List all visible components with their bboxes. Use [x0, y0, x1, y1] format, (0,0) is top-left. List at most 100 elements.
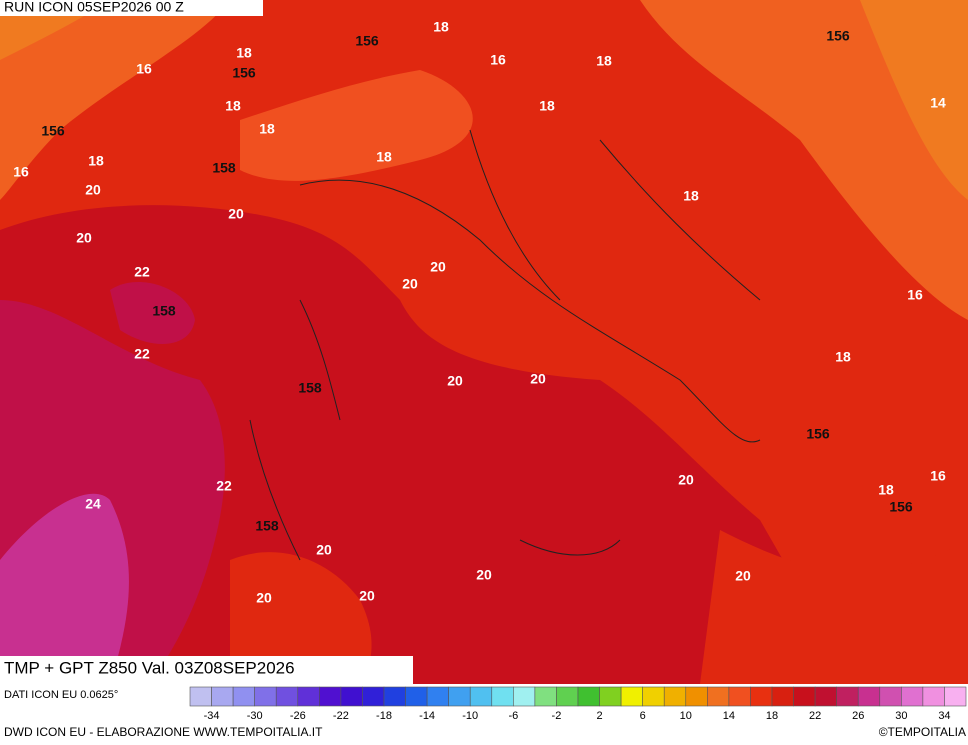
legend-tick-label: 14 — [723, 710, 735, 722]
legend-tick-label: 2 — [596, 710, 602, 722]
contour-label: 20 — [530, 371, 546, 387]
legend-tick-label: -14 — [419, 710, 435, 722]
legend-swatch — [707, 686, 730, 707]
region-17 — [240, 70, 473, 181]
legend-swatch — [556, 686, 579, 707]
contour-label: 18 — [433, 19, 449, 35]
region-18 — [700, 530, 968, 684]
legend-swatch — [362, 686, 385, 707]
legend-tick-label: 10 — [680, 710, 692, 722]
region-20 — [0, 205, 860, 684]
legend-swatch — [750, 686, 773, 707]
contour-label: 20 — [447, 373, 463, 389]
contour-label: 16 — [136, 61, 152, 77]
contour-label: 158 — [298, 380, 322, 396]
contour-label: 156 — [806, 426, 830, 442]
legend-swatch — [793, 686, 816, 707]
contour-label: 24 — [85, 496, 101, 512]
contour-label: 18 — [236, 45, 252, 61]
region-14 — [860, 0, 968, 200]
legend-swatch — [426, 686, 449, 707]
contour-label: 158 — [212, 160, 236, 176]
contour-label: 18 — [835, 349, 851, 365]
legend-swatch — [340, 686, 363, 707]
contour-label: 20 — [430, 259, 446, 275]
legend-swatch — [405, 686, 428, 707]
legend-tick-label: 34 — [938, 710, 950, 722]
contour-label: 18 — [376, 149, 392, 165]
contour-label: 18 — [225, 98, 241, 114]
contour-label: 156 — [826, 28, 850, 44]
region-16 — [0, 0, 230, 200]
legend-tick-label: -18 — [376, 710, 392, 722]
contour-label: 16 — [930, 468, 946, 484]
legend-tick-label: 30 — [895, 710, 907, 722]
legend-tick-label: 18 — [766, 710, 778, 722]
legend-swatch — [383, 686, 406, 707]
region-18 — [230, 552, 372, 684]
legend-swatch — [901, 686, 924, 707]
legend-tick-label: -26 — [290, 710, 306, 722]
contour-label: 156 — [232, 65, 256, 81]
contour-label: 20 — [316, 542, 332, 558]
legend-swatch — [491, 686, 514, 707]
contour-label: 156 — [355, 33, 379, 49]
source: DATI ICON EU 0.0625° — [4, 689, 118, 701]
legend-tick-label: -2 — [552, 710, 562, 722]
contour-label: 16 — [13, 164, 29, 180]
region-22 — [110, 281, 195, 344]
legend-swatch — [771, 686, 794, 707]
contour-label: 20 — [402, 276, 418, 292]
contour-label: 22 — [134, 346, 150, 362]
coastline — [249, 129, 761, 561]
legend-swatch — [944, 686, 967, 707]
contour-label: 156 — [41, 123, 65, 139]
legend-tick-label: 22 — [809, 710, 821, 722]
run-box — [0, 0, 263, 16]
region-16 — [640, 0, 968, 320]
legend-tick-label: -34 — [204, 710, 220, 722]
legend-swatch — [642, 686, 665, 707]
legend-tick-label: -10 — [462, 710, 478, 722]
contour-label: 20 — [476, 567, 492, 583]
legend-swatch — [577, 686, 600, 707]
legend-swatch — [211, 686, 234, 707]
contour-label: 20 — [85, 182, 101, 198]
contour-label: 18 — [539, 98, 555, 114]
legend-swatch — [685, 686, 708, 707]
legend-swatch — [254, 686, 277, 707]
legend-swatch — [275, 686, 299, 707]
legend-swatch — [620, 686, 643, 707]
legend-tick-label: -6 — [508, 710, 518, 722]
contour-label: 158 — [255, 518, 279, 534]
legend-swatch — [189, 686, 212, 707]
contour-label: 16 — [907, 287, 923, 303]
contour-label: 20 — [228, 206, 244, 222]
legend-swatch — [857, 686, 881, 707]
legend-swatch — [836, 686, 859, 707]
legend-swatch — [663, 686, 687, 707]
copyright: ©TEMPOITALIA — [879, 725, 966, 739]
legend-swatch — [232, 686, 255, 707]
legend-swatch — [297, 686, 320, 707]
legend-swatch — [319, 686, 342, 707]
contour-label: 22 — [134, 264, 150, 280]
legend-swatch — [728, 686, 751, 707]
contour-label: 20 — [359, 588, 375, 604]
legend-swatch — [469, 686, 493, 707]
legend-swatch — [922, 686, 945, 707]
contour-label: 18 — [259, 121, 275, 137]
contour-label: 18 — [88, 153, 104, 169]
contour-label: 16 — [490, 52, 506, 68]
legend-swatch — [879, 686, 902, 707]
legend-swatch — [513, 686, 536, 707]
legend-swatch — [448, 686, 471, 707]
contour-label: 20 — [256, 590, 272, 606]
contour-label: 22 — [216, 478, 232, 494]
legend-swatch — [599, 686, 622, 707]
contour-label: 18 — [683, 188, 699, 204]
contour-label: 18 — [596, 53, 612, 69]
contour-label: 158 — [152, 303, 176, 319]
contour-label: 18 — [878, 482, 894, 498]
